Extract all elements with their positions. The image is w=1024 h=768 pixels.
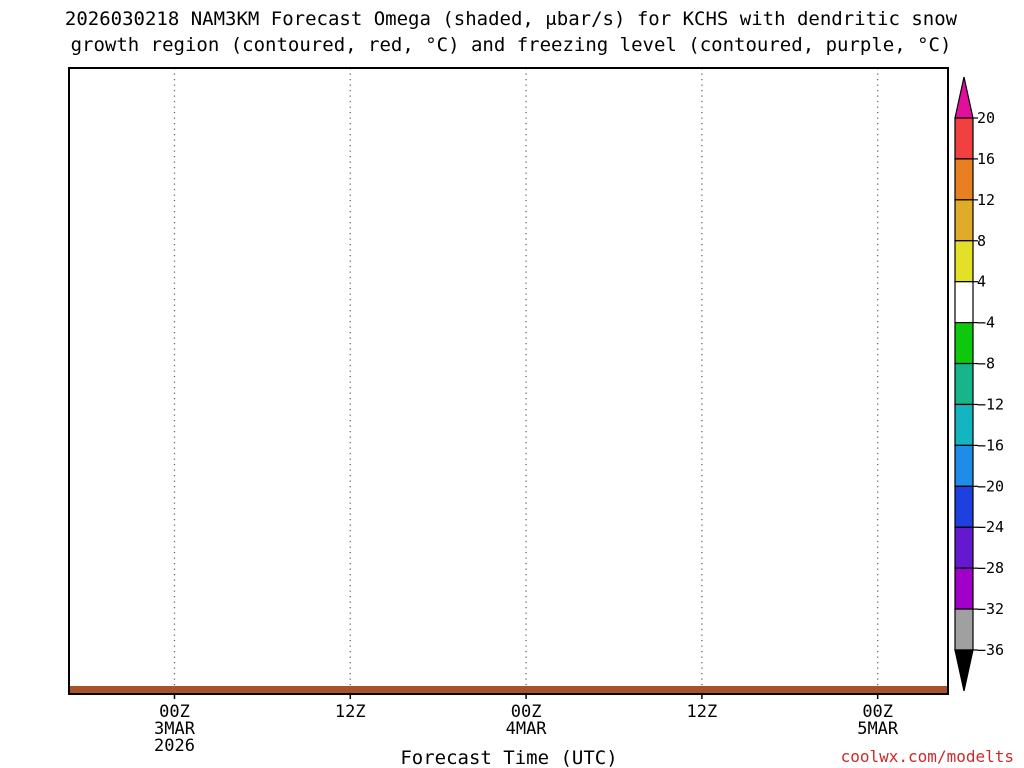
colorbar-segment — [954, 322, 974, 365]
chart-title-line-2: growth region (contoured, red, °C) and f… — [71, 34, 952, 56]
x-tick-label: 00Z — [159, 702, 190, 722]
x-tick-label: 00Z — [862, 702, 893, 722]
colorbar-tick-label: −24 — [977, 518, 1004, 536]
colorbar-tick-label: −20 — [977, 477, 1004, 495]
colorbar-tick-label: −36 — [977, 641, 1004, 659]
x-tick-label: 2026 — [154, 736, 195, 756]
colorbar-segment — [954, 199, 974, 242]
colorbar-bottom-arrow — [954, 649, 974, 692]
colorbar-tick-label: −28 — [977, 559, 1004, 577]
chart-title-line-1: 2026030218 NAM3KM Forecast Omega (shaded… — [65, 8, 958, 30]
colorbar-tick-label: 4 — [977, 273, 986, 291]
x-tick-label: 00Z — [511, 702, 542, 722]
colorbar-segment — [954, 526, 974, 569]
colorbar-tick-label: 8 — [977, 232, 986, 250]
colorbar-tick-label: −12 — [977, 395, 1004, 413]
colorbar-segment — [954, 281, 974, 324]
colorbar-tick-label: 16 — [977, 150, 995, 168]
colorbar-segment — [954, 158, 974, 201]
colorbar-segment — [954, 403, 974, 446]
colorbar-segment — [954, 117, 974, 160]
colorbar-segment — [954, 485, 974, 528]
colorbar-tick-label: 20 — [977, 109, 995, 127]
colorbar-tick-label: 12 — [977, 191, 995, 209]
x-axis-label: Forecast Time (UTC) — [400, 747, 617, 768]
x-tick-label: 12Z — [687, 702, 718, 722]
colorbar-tick-label: −8 — [977, 355, 995, 373]
x-tick-label: 12Z — [335, 702, 366, 722]
colorbar-segment — [954, 444, 974, 487]
colorbar-tick-label: −32 — [977, 600, 1004, 618]
plot-area: -18-18-18-12-12-1200 — [68, 67, 949, 695]
x-tick-label: 5MAR — [857, 719, 899, 739]
terrain-ground — [70, 686, 947, 693]
omega-colorbar: 20 16 12 8 4 −4 −8 −12 −16 −20 −24 −28 −32 −36 — [954, 76, 1004, 692]
plot-frame — [68, 67, 949, 695]
colorbar-segment — [954, 240, 974, 283]
credit-link[interactable]: coolwx.com/modelts — [841, 747, 1014, 766]
x-tick-label: 3MAR — [154, 719, 196, 739]
colorbar-tick-label: −16 — [977, 436, 1004, 454]
colorbar-segment — [954, 608, 974, 651]
colorbar-segment — [954, 362, 974, 406]
colorbar-segment — [954, 567, 974, 610]
x-tick-label: 4MAR — [506, 719, 548, 739]
colorbar-tick-label: −4 — [977, 314, 995, 332]
